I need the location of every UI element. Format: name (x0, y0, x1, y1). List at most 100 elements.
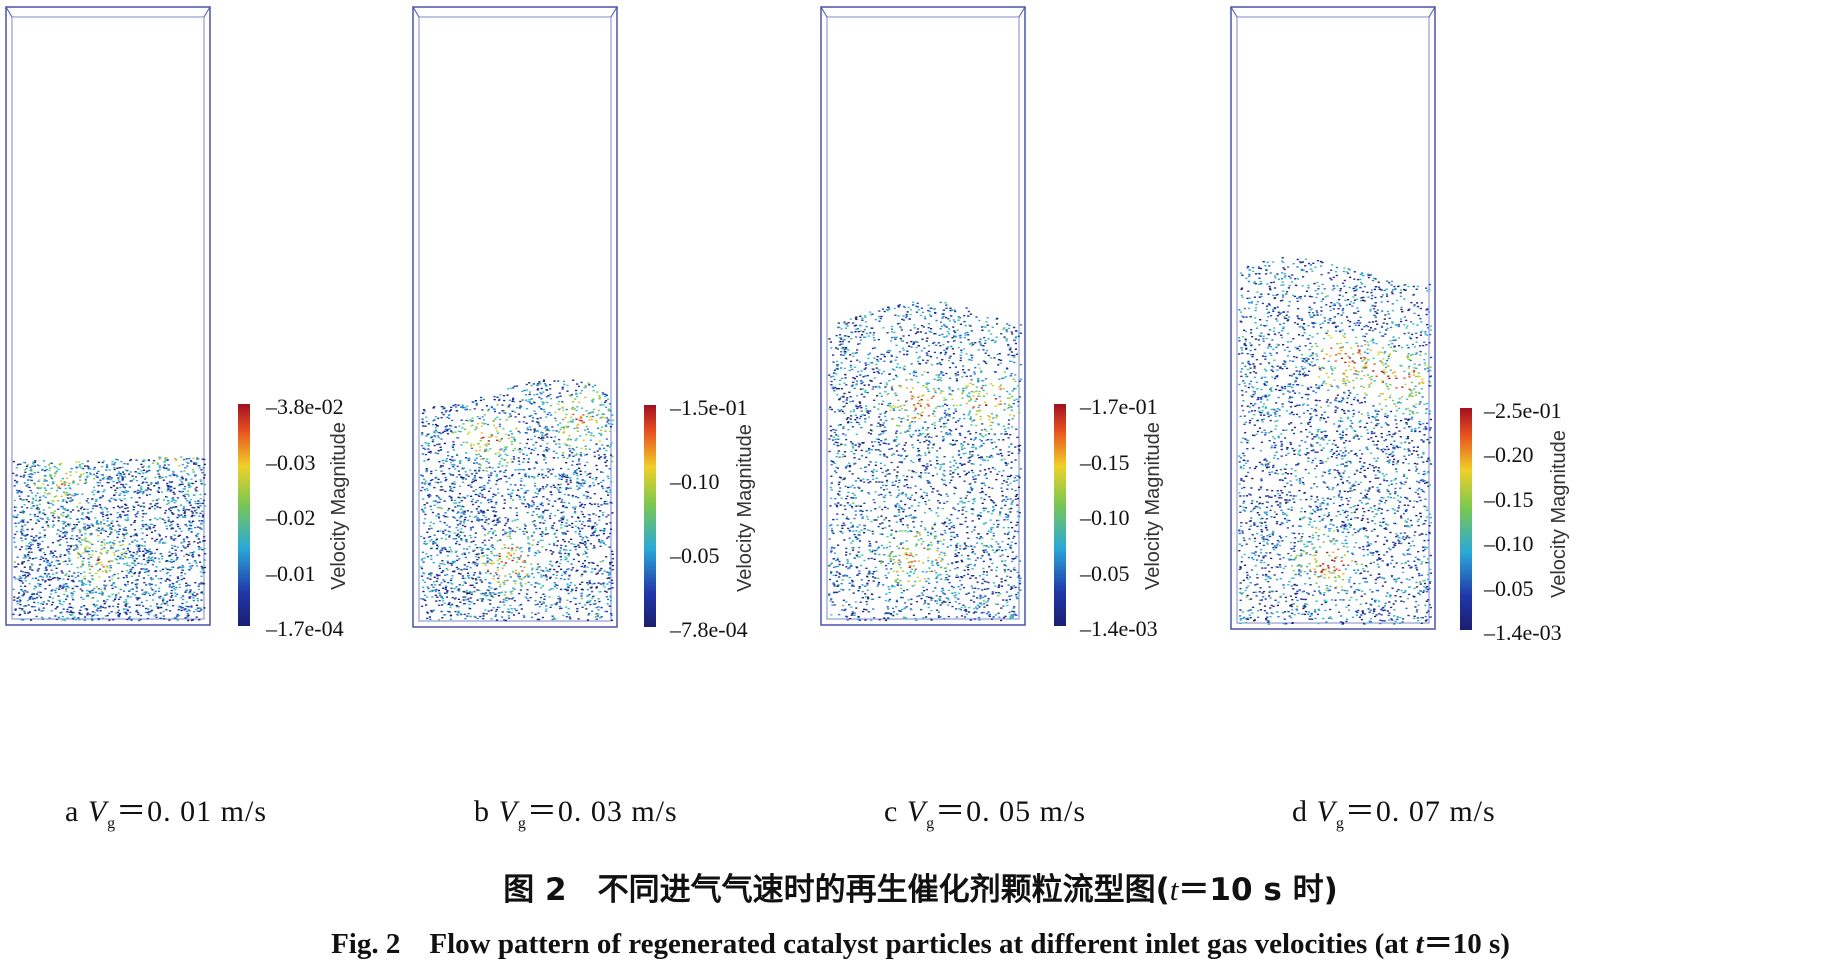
particle (117, 577, 120, 579)
particle (138, 547, 141, 549)
particle (585, 433, 588, 436)
particle (108, 525, 111, 527)
particle (195, 565, 199, 567)
particle (86, 609, 89, 611)
particle (92, 493, 95, 496)
particle (61, 477, 64, 480)
particle (119, 558, 122, 560)
particle (460, 528, 463, 530)
particle (469, 615, 472, 617)
particle (27, 495, 30, 497)
particle (589, 599, 592, 602)
particle (435, 548, 438, 550)
particle (21, 561, 24, 563)
particle (836, 442, 839, 444)
particle (20, 491, 23, 494)
particle (104, 506, 107, 509)
particle (497, 492, 500, 494)
particle (186, 610, 189, 613)
particle (537, 572, 540, 574)
particle (515, 512, 519, 514)
particle (541, 502, 544, 504)
particle (122, 535, 126, 537)
particle (583, 464, 587, 467)
particle (61, 587, 64, 589)
particle (52, 482, 55, 485)
particle (13, 541, 16, 543)
particle (553, 582, 556, 584)
particle (38, 511, 41, 513)
particle (97, 527, 100, 529)
particle (871, 533, 875, 535)
particle (482, 469, 485, 472)
particle (530, 448, 533, 451)
particle (422, 572, 425, 575)
particle (565, 444, 568, 446)
particle (196, 542, 200, 544)
particle (186, 584, 189, 586)
particle (426, 489, 429, 492)
particle (111, 542, 114, 544)
particle (546, 468, 549, 470)
particle (456, 524, 459, 526)
particle (21, 590, 24, 592)
particle (93, 614, 96, 616)
particle (190, 528, 193, 530)
particle (605, 425, 608, 427)
particle (434, 423, 438, 426)
particle (461, 553, 464, 555)
particle (523, 533, 526, 535)
particle (108, 570, 112, 572)
particle (558, 601, 561, 603)
particle (103, 542, 106, 544)
particle (451, 490, 454, 492)
particle (72, 481, 75, 483)
particle (91, 565, 94, 568)
particle (49, 593, 53, 595)
particle (601, 392, 604, 394)
particle (24, 580, 27, 582)
particle (549, 577, 552, 579)
particle (48, 617, 51, 619)
particle (611, 553, 614, 555)
particle (559, 428, 562, 431)
particle (52, 573, 55, 575)
particle (101, 477, 104, 480)
particle (492, 496, 495, 498)
particle (201, 520, 204, 522)
particle (31, 543, 34, 546)
particle (592, 603, 595, 605)
particle (186, 545, 189, 548)
particle (70, 614, 73, 616)
particle (64, 492, 67, 494)
particle (23, 577, 27, 580)
particle (523, 475, 526, 477)
particle (110, 528, 113, 530)
particle (109, 560, 112, 562)
particle (536, 505, 539, 508)
particle (450, 430, 453, 432)
particle (525, 389, 528, 391)
particle (425, 604, 428, 606)
particle (530, 569, 534, 571)
particle (486, 423, 490, 426)
particle (562, 473, 565, 475)
particle (53, 565, 56, 567)
particle (588, 502, 592, 505)
particle (97, 470, 100, 472)
particle (486, 458, 489, 460)
particle (438, 618, 441, 621)
particle (19, 463, 22, 465)
particle (566, 390, 569, 392)
particle (475, 508, 478, 510)
particle (596, 615, 599, 617)
particle (41, 576, 44, 578)
particle (532, 444, 535, 446)
particle (195, 562, 198, 564)
particle (511, 559, 514, 562)
particle (565, 606, 568, 608)
particle (423, 410, 426, 412)
particle (81, 493, 84, 495)
particle (498, 517, 501, 519)
particle (559, 422, 562, 424)
